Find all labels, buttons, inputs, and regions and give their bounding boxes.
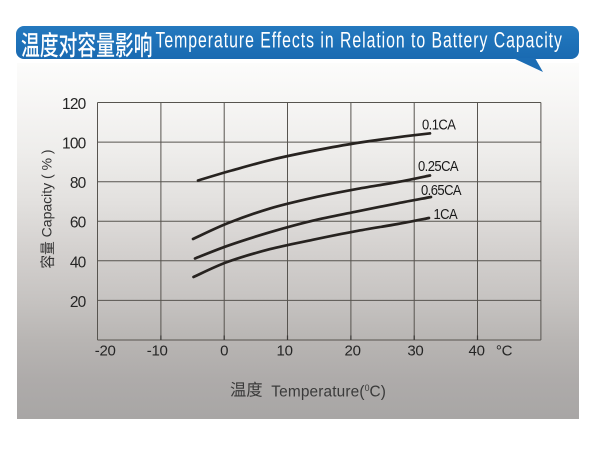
svg-text:-10: -10 bbox=[147, 342, 168, 359]
svg-text:0.1CA: 0.1CA bbox=[422, 117, 457, 133]
svg-text:-20: -20 bbox=[95, 342, 116, 359]
svg-text:20: 20 bbox=[70, 294, 87, 311]
svg-text:80: 80 bbox=[70, 175, 87, 192]
svg-text:0.65CA: 0.65CA bbox=[421, 182, 462, 198]
svg-text:0: 0 bbox=[220, 342, 228, 359]
svg-text:°C: °C bbox=[496, 342, 513, 359]
svg-text:10: 10 bbox=[277, 342, 293, 359]
svg-text:30: 30 bbox=[407, 342, 423, 359]
svg-text:40: 40 bbox=[469, 342, 485, 359]
svg-text:60: 60 bbox=[70, 215, 87, 232]
svg-text:100: 100 bbox=[62, 136, 87, 153]
svg-text:120: 120 bbox=[62, 96, 87, 113]
svg-text:0.25CA: 0.25CA bbox=[418, 158, 459, 174]
svg-text:20: 20 bbox=[345, 342, 361, 359]
svg-text:1CA: 1CA bbox=[434, 206, 459, 222]
svg-text:40: 40 bbox=[70, 254, 87, 271]
